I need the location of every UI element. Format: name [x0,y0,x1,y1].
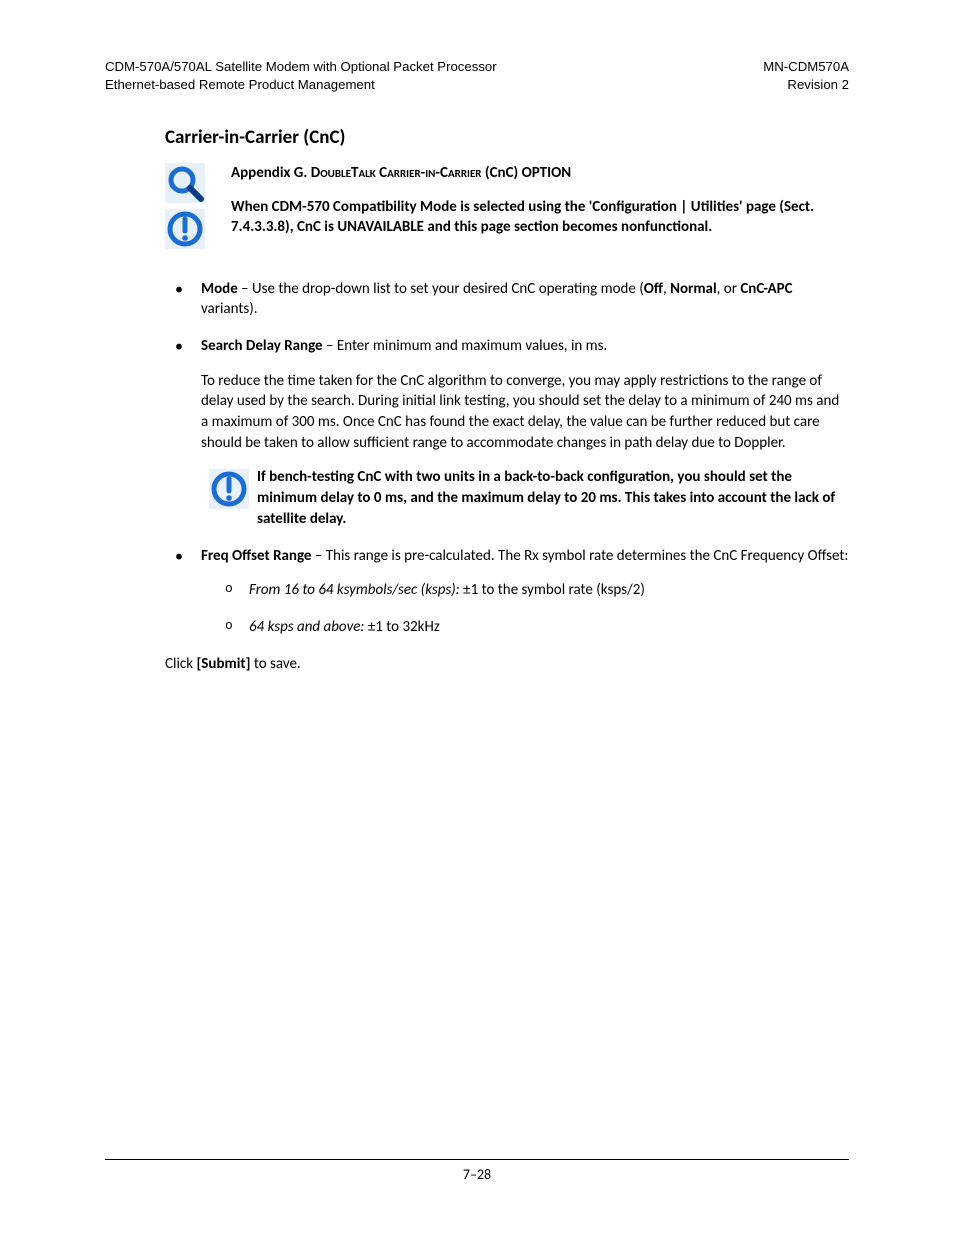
callout-appendix: Appendix G. DoubleTalk Carrier-in-Carrie… [165,163,849,255]
bullet-freq: Freq Offset Range – This range is pre-ca… [169,546,849,638]
search-note-text: If bench-testing CnC with two units in a… [257,467,849,529]
appendix-prefix: Appendix G. [231,164,311,182]
freq-sub1-rest: ±1 to the symbol rate (ksps/2) [460,581,645,599]
mode-normal: Normal [670,280,717,298]
warning-text: When CDM-570 Compatibility Mode is selec… [231,197,849,238]
header-right-line2: Revision 2 [763,76,849,94]
freq-text: This range is pre-calculated. The Rx sym… [326,547,849,565]
freq-label: Freq Offset Range [201,547,311,565]
page-footer: 7–28 [105,1159,849,1183]
mode-apc: CnC-APC [740,280,792,298]
callout-text: Appendix G. DoubleTalk Carrier-in-Carrie… [231,163,849,238]
closing-b: [Submit] [196,655,250,673]
freq-sep: – [311,547,325,565]
freq-sub1-em: From 16 to 64 ksymbols/sec (ksps): [249,581,460,599]
freq-sub-1: From 16 to 64 ksymbols/sec (ksps): ±1 to… [225,580,849,601]
freq-sub-2: 64 ksps and above: ±1 to 32kHz [225,617,849,638]
magnifier-icon [165,163,205,203]
mode-sep: – [238,280,252,298]
header-right: MN-CDM570A Revision 2 [763,58,849,94]
header-left-line1: CDM-570A/570AL Satellite Modem with Opti… [105,58,497,76]
bullet-mode: Mode – Use the drop-down list to set you… [169,279,849,320]
appendix-smallcaps: DoubleTalk Carrier-in-Carrier [311,164,482,182]
header-right-line1: MN-CDM570A [763,58,849,76]
mode-label: Mode [201,280,238,298]
closing-a: Click [165,655,196,673]
closing-line: Click [Submit] to save. [165,654,849,675]
freq-sub-list: From 16 to 64 ksymbols/sec (ksps): ±1 to… [225,580,849,637]
freq-sub2-em: 64 ksps and above: [249,618,364,636]
callout-icon-stack [165,163,213,255]
bullet-search: Search Delay Range – Enter minimum and m… [169,336,849,530]
appendix-suffix: (CnC) OPTION [482,164,572,182]
mode-off: Off [644,280,663,298]
search-text: Enter minimum and maximum values, in ms. [337,337,607,355]
page: CDM-570A/570AL Satellite Modem with Opti… [0,0,954,1235]
freq-sub2-rest: ±1 to 32kHz [364,618,439,636]
search-para: To reduce the time taken for the CnC alg… [201,371,849,454]
header-left: CDM-570A/570AL Satellite Modem with Opti… [105,58,497,94]
search-note-row: If bench-testing CnC with two units in a… [201,467,849,529]
appendix-line: Appendix G. DoubleTalk Carrier-in-Carrie… [231,163,849,183]
mode-comma: , [663,280,670,298]
mode-or: , or [717,280,741,298]
section-title: Carrier-in-Carrier (CnC) [165,126,849,149]
bullet-list: Mode – Use the drop-down list to set you… [169,279,849,638]
header-left-line2: Ethernet-based Remote Product Management [105,76,497,94]
search-sep: – [323,337,337,355]
search-label: Search Delay Range [201,337,323,355]
mode-text-a: Use the drop-down list to set your desir… [252,280,644,298]
mode-tail: variants). [201,300,258,318]
alert-icon [201,467,257,509]
alert-icon [165,209,205,249]
closing-c: to save. [250,655,300,673]
page-header: CDM-570A/570AL Satellite Modem with Opti… [105,58,849,94]
